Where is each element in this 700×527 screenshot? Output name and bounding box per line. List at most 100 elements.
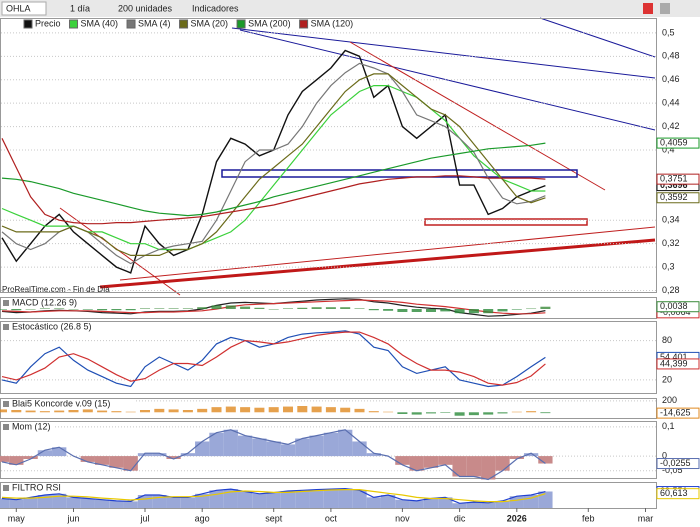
bar (211, 305, 222, 309)
bar (540, 306, 551, 309)
bar (440, 412, 451, 413)
bar (268, 407, 279, 413)
bar (11, 309, 22, 311)
x-tick-label: jun (66, 513, 79, 523)
series-line (1, 85, 546, 251)
series-line (1, 331, 546, 386)
series-line (1, 429, 546, 481)
config-icon[interactable] (660, 3, 670, 14)
series-line (1, 62, 546, 265)
x-tick-label: may (8, 513, 26, 523)
series-line (1, 142, 546, 217)
bar (340, 307, 351, 309)
last-value-label: 0,4059 (660, 137, 688, 147)
bar (240, 306, 251, 309)
trend-line (349, 41, 606, 191)
trend-line (539, 17, 656, 58)
bar (111, 309, 122, 311)
legend-entry: Precio (35, 18, 61, 28)
bar (483, 309, 494, 314)
bar (526, 411, 537, 413)
bar (11, 410, 22, 413)
bar (454, 309, 465, 314)
bar (82, 409, 93, 413)
period[interactable]: 1 día (70, 3, 90, 13)
last-value-box (656, 173, 700, 185)
close-icon[interactable] (643, 3, 653, 14)
bar (511, 411, 522, 413)
y-tick-label: 0,1 (662, 421, 675, 431)
x-tick-label: dic (454, 513, 466, 523)
panel-title: Estocástico (26.8 5) (12, 321, 92, 331)
trend-line (99, 238, 656, 289)
y-tick-label: 0,44 (662, 98, 680, 108)
series-line (1, 138, 546, 225)
bar (397, 412, 408, 414)
panel-title: MACD (12.26 9) (12, 297, 77, 307)
bar (154, 308, 165, 309)
panel-icon (3, 324, 9, 330)
bar (383, 411, 394, 413)
last-value-box (656, 407, 700, 419)
y-tick-label: 80 (662, 335, 672, 345)
bar (497, 412, 508, 414)
bar (82, 309, 93, 310)
last-value-box (656, 488, 700, 500)
y-tick-label: 0,4 (662, 144, 675, 154)
panel-icon (3, 300, 9, 306)
bar (25, 410, 36, 413)
bar (54, 308, 65, 309)
y-tick-label: 0,3 (662, 261, 675, 271)
indicators[interactable]: Indicadores (192, 3, 239, 13)
panel-icon (3, 424, 9, 430)
panel-title: FILTRO RSI (12, 482, 61, 492)
trend-line (239, 29, 656, 131)
bar (511, 309, 522, 310)
legend-entry: SMA (200) (248, 18, 291, 28)
bar (268, 309, 279, 310)
toolbar (0, 0, 700, 17)
bar (139, 308, 151, 309)
legend-swatch (126, 19, 136, 29)
bar (225, 305, 236, 309)
bar (111, 411, 122, 413)
bar (39, 308, 50, 309)
symbol-box[interactable] (1, 1, 47, 16)
series-line (1, 330, 546, 388)
x-tick-label: 2026 (507, 513, 527, 523)
bar (139, 410, 151, 413)
bar (354, 408, 365, 413)
bar (125, 309, 136, 311)
bar (468, 412, 479, 416)
x-tick-label: sept (265, 513, 283, 523)
bar (282, 308, 294, 309)
panel-frame (0, 421, 657, 479)
panel-title-bg (1, 298, 85, 308)
bar (368, 411, 379, 413)
last-value-label: 0,0038 (660, 301, 688, 311)
bar (425, 412, 437, 414)
bar (540, 412, 551, 414)
panel-title-bg (1, 399, 135, 409)
last-value-label: 0,3696 (660, 180, 688, 190)
bar (168, 409, 179, 413)
symbol[interactable]: OHLA (6, 3, 31, 13)
bar (383, 309, 394, 311)
legend-swatch (69, 19, 79, 29)
y-tick-label: 0,5 (662, 27, 675, 37)
bar (526, 308, 537, 310)
bar (254, 407, 265, 413)
bar (97, 410, 108, 413)
last-value-box (656, 358, 700, 370)
legend-swatch (23, 19, 33, 29)
panel-title-bg (1, 483, 65, 493)
panel-title-bg (1, 422, 55, 432)
y-tick-label: -0,05 (662, 465, 683, 475)
last-value-label: 0,3751 (660, 174, 688, 184)
legend-swatch (236, 19, 246, 29)
last-value-box (656, 458, 700, 470)
units[interactable]: 200 unidades (118, 3, 173, 13)
legend-entry: SMA (120) (311, 18, 354, 28)
bar (154, 408, 165, 413)
